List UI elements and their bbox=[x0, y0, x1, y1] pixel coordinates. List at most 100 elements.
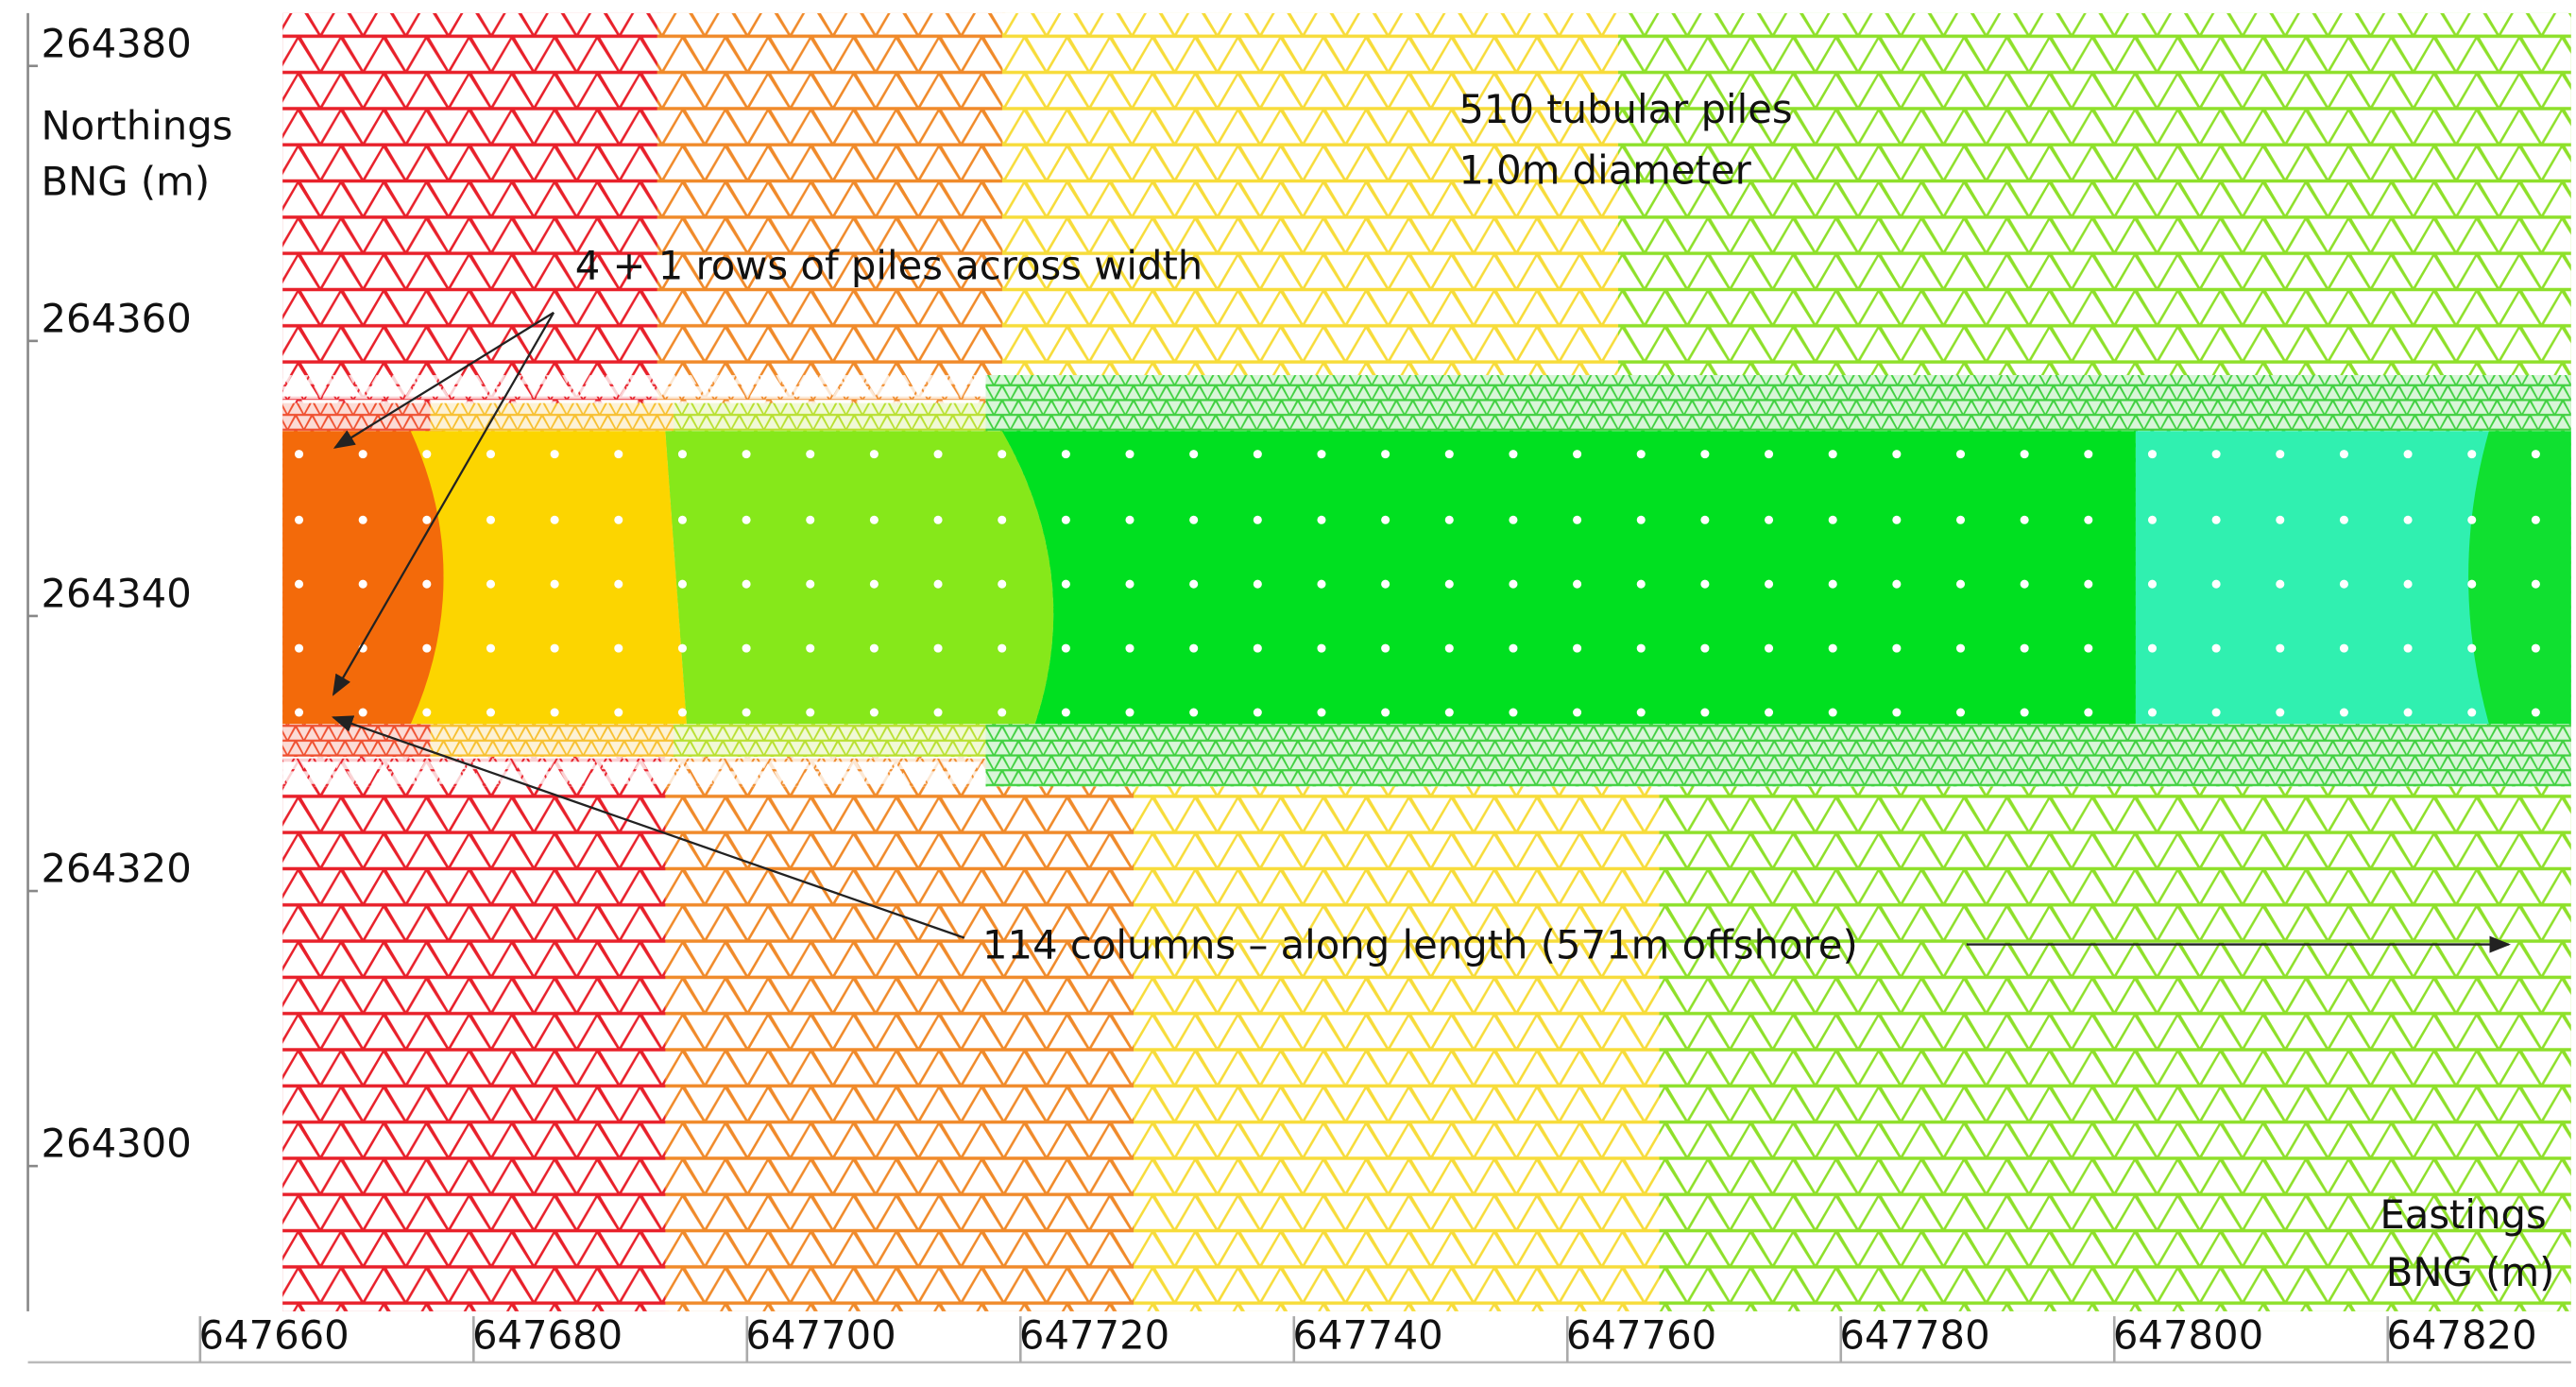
pile bbox=[742, 643, 751, 653]
pile bbox=[1828, 515, 1837, 524]
annotation: 1.0m diameter bbox=[1459, 146, 1751, 193]
pile bbox=[1125, 708, 1134, 717]
pile bbox=[1317, 708, 1326, 717]
pile bbox=[2147, 643, 2157, 653]
pile bbox=[1189, 515, 1199, 524]
pile bbox=[1189, 643, 1199, 653]
piles bbox=[295, 450, 2540, 717]
pile bbox=[869, 515, 879, 524]
pile bbox=[1700, 579, 1710, 589]
pile bbox=[1509, 450, 1518, 459]
pile bbox=[422, 579, 432, 589]
pile bbox=[2467, 450, 2477, 459]
pile bbox=[2276, 515, 2285, 524]
pile bbox=[614, 450, 623, 459]
pile bbox=[1189, 450, 1199, 459]
pile bbox=[1636, 515, 1646, 524]
x-axis-label: BNG (m) bbox=[2386, 1249, 2555, 1295]
x-tick-label: 647780 bbox=[1839, 1311, 1989, 1358]
pile bbox=[550, 579, 559, 589]
x-tick-label: 647700 bbox=[745, 1311, 896, 1358]
y-axis-label: Northings bbox=[41, 102, 232, 148]
pile bbox=[1253, 579, 1262, 589]
pile bbox=[1573, 450, 1582, 459]
pile bbox=[1892, 515, 1902, 524]
pile bbox=[1636, 643, 1646, 653]
pile bbox=[933, 643, 943, 653]
pile bbox=[2531, 450, 2540, 459]
pile bbox=[295, 515, 304, 524]
pile bbox=[1828, 708, 1837, 717]
pile bbox=[2211, 643, 2221, 653]
annotation: 510 tubular piles bbox=[1459, 86, 1792, 132]
pile bbox=[1765, 643, 1774, 653]
pile bbox=[1061, 708, 1070, 717]
pile bbox=[1700, 708, 1710, 717]
pile bbox=[1955, 643, 1966, 653]
pile bbox=[1317, 515, 1326, 524]
pile bbox=[2276, 579, 2285, 589]
pile bbox=[677, 450, 687, 459]
pile bbox=[1125, 579, 1134, 589]
pile bbox=[742, 708, 751, 717]
pile bbox=[1317, 579, 1326, 589]
pile bbox=[998, 515, 1007, 524]
pile bbox=[1381, 643, 1390, 653]
pile bbox=[677, 579, 687, 589]
pile bbox=[1573, 708, 1582, 717]
pile bbox=[2531, 515, 2540, 524]
x-axis-label: Eastings bbox=[2380, 1191, 2546, 1238]
pile bbox=[1892, 643, 1902, 653]
pile bbox=[742, 579, 751, 589]
pile bbox=[933, 450, 943, 459]
pile bbox=[1892, 708, 1902, 717]
arrow bbox=[332, 312, 555, 696]
pile bbox=[1125, 643, 1134, 653]
pile bbox=[1828, 579, 1837, 589]
pile bbox=[2531, 643, 2540, 653]
pile bbox=[1955, 450, 1966, 459]
pile bbox=[2467, 708, 2477, 717]
pile bbox=[1573, 643, 1582, 653]
pile bbox=[2020, 515, 2029, 524]
pile bbox=[2339, 708, 2348, 717]
pile bbox=[2276, 450, 2285, 459]
pile bbox=[1061, 643, 1070, 653]
pile bbox=[2531, 708, 2540, 717]
pile bbox=[998, 579, 1007, 589]
pile bbox=[1892, 579, 1902, 589]
pile bbox=[422, 708, 432, 717]
pile bbox=[1509, 708, 1518, 717]
pile bbox=[2084, 708, 2093, 717]
pile bbox=[1636, 579, 1646, 589]
y-tick-label: 264340 bbox=[41, 571, 191, 617]
pile bbox=[1509, 643, 1518, 653]
pile bbox=[295, 643, 304, 653]
pile bbox=[869, 450, 879, 459]
pile bbox=[742, 450, 751, 459]
pile bbox=[1444, 579, 1454, 589]
pile bbox=[1381, 450, 1390, 459]
pile bbox=[2467, 643, 2477, 653]
annotation: 4 + 1 rows of piles across width bbox=[575, 242, 1203, 288]
pile bbox=[486, 708, 496, 717]
pile bbox=[2467, 579, 2477, 589]
pile bbox=[422, 450, 432, 459]
pile bbox=[550, 643, 559, 653]
pile bbox=[1892, 450, 1902, 459]
x-tick-label: 647800 bbox=[2113, 1311, 2263, 1358]
pile bbox=[2467, 515, 2477, 524]
pile bbox=[1700, 515, 1710, 524]
pile bbox=[614, 643, 623, 653]
pile bbox=[869, 579, 879, 589]
pile bbox=[677, 643, 687, 653]
pile bbox=[1253, 450, 1262, 459]
pile bbox=[358, 579, 367, 589]
x-tick-label: 647720 bbox=[1019, 1311, 1169, 1358]
pile bbox=[486, 450, 496, 459]
pile bbox=[1765, 579, 1774, 589]
pile bbox=[2211, 708, 2221, 717]
pile bbox=[486, 515, 496, 524]
pile bbox=[742, 515, 751, 524]
